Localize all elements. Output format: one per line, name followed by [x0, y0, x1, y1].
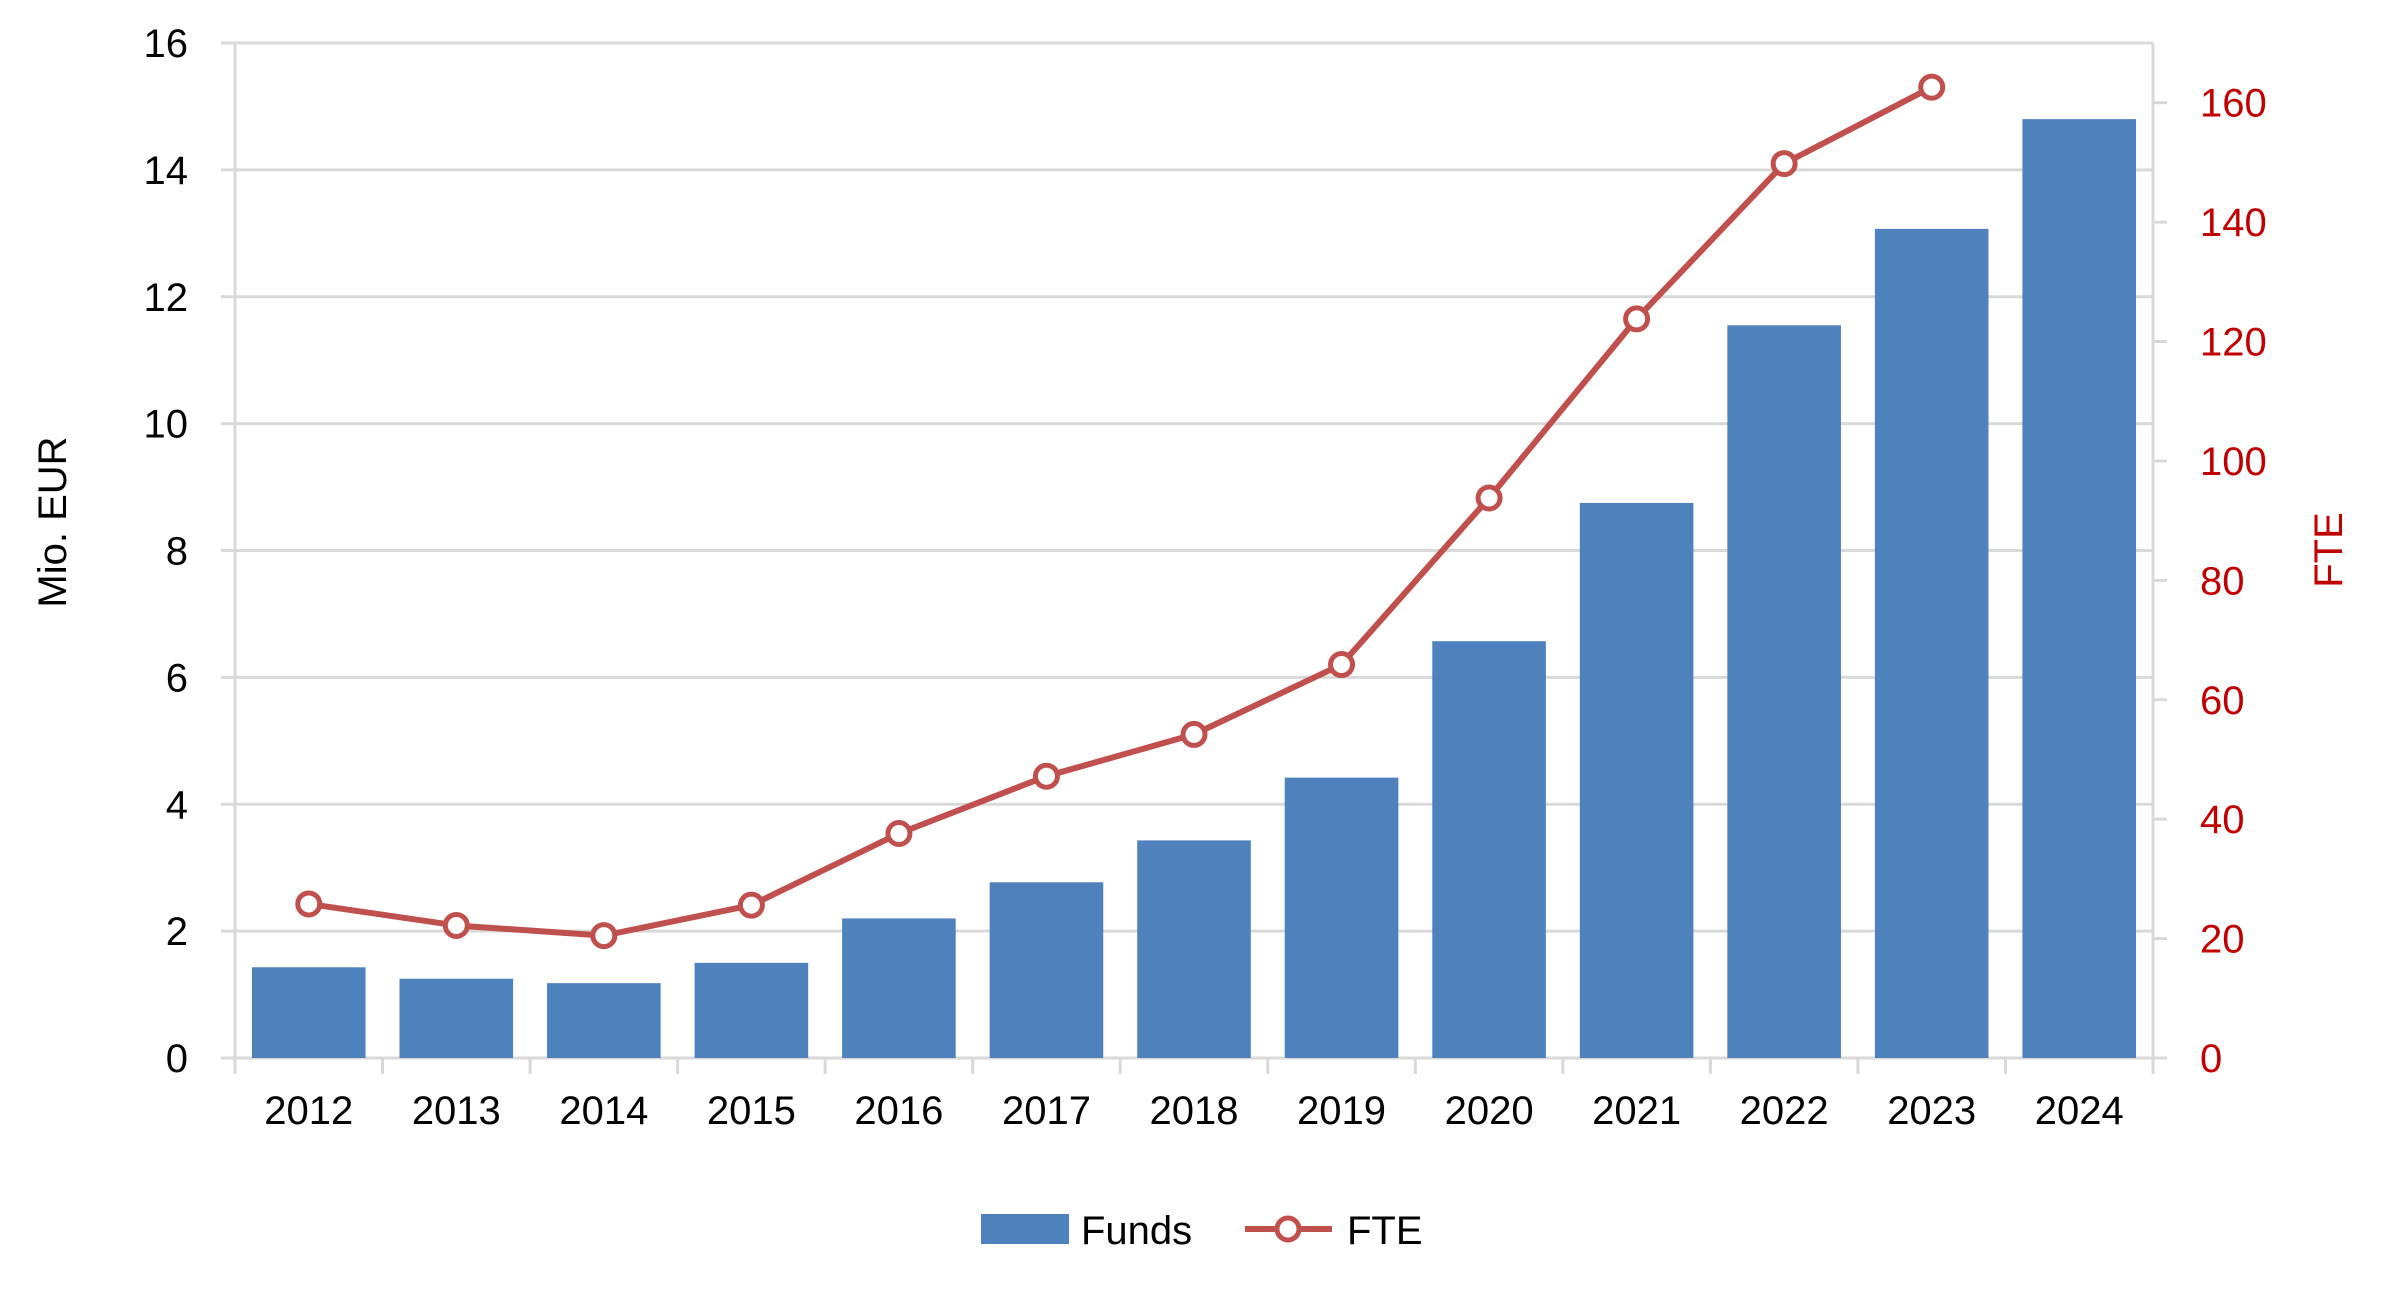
right-axis-title: FTE [2307, 512, 2351, 588]
fte-point [737, 891, 765, 919]
funds-bar [1432, 641, 1546, 1058]
left-axis-title: Mio. EUR [31, 436, 75, 607]
x-tick-label: 2023 [1887, 1089, 1976, 1133]
fte-point [1475, 484, 1503, 512]
x-tick-label: 2014 [559, 1089, 648, 1133]
right-tick-label: 80 [2200, 559, 2245, 603]
right-tick-label: 20 [2200, 918, 2245, 962]
funds-bar [399, 978, 514, 1058]
left-tick-label: 6 [166, 656, 188, 700]
legend-funds-label: Funds [1081, 1209, 1192, 1253]
fte-point [295, 890, 323, 918]
fte-point [590, 922, 618, 950]
x-tick-label: 2012 [264, 1089, 353, 1133]
funds-bar [547, 983, 661, 1058]
x-tick-label: 2022 [1740, 1089, 1829, 1133]
left-tick-label: 0 [166, 1037, 188, 1081]
funds-bar [1137, 840, 1251, 1058]
fte-point [1918, 73, 1946, 101]
right-tick-label: 40 [2200, 798, 2245, 842]
fte-point [1770, 150, 1798, 178]
right-tick-label: 60 [2200, 679, 2245, 723]
left-tick-label: 8 [166, 530, 188, 574]
funds-bar [1284, 777, 1399, 1058]
funds-bars [251, 119, 2137, 1058]
legend: Funds FTE [981, 1209, 1423, 1253]
left-tick-label: 16 [144, 22, 189, 66]
left-tick-label: 10 [144, 403, 189, 447]
fte-line-series [295, 73, 1946, 950]
right-axis-ticks: 0 20 40 60 80 100 120 140 160 [2200, 82, 2267, 1081]
x-tick-label: 2013 [412, 1089, 501, 1133]
left-tick-label: 12 [144, 276, 189, 320]
legend-funds-swatch [981, 1214, 1069, 1244]
funds-bar [842, 918, 956, 1058]
funds-bar [2022, 119, 2137, 1058]
left-tick-label: 4 [166, 783, 188, 827]
fte-point [885, 820, 913, 848]
fte-point [1032, 762, 1060, 790]
right-tick-label: 160 [2200, 82, 2267, 126]
x-tick-label: 2015 [707, 1089, 796, 1133]
x-tick-label: 2016 [854, 1089, 943, 1133]
legend-fte-marker [1274, 1215, 1302, 1243]
funds-bar [694, 962, 809, 1058]
fte-line [308, 84, 1934, 939]
left-tick-label: 2 [166, 910, 188, 954]
right-tick-label: 0 [2200, 1037, 2222, 1081]
x-tick-label: 2019 [1297, 1089, 1386, 1133]
x-axis-ticks: 2012 2013 2014 2015 2016 2017 2018 2019 2020 2021… [264, 1089, 2123, 1133]
x-tick-label: 2020 [1445, 1089, 1534, 1133]
x-tick-label: 2024 [2035, 1089, 2124, 1133]
left-tick-label: 14 [144, 149, 189, 193]
funds-bar [1727, 325, 1841, 1058]
right-tick-label: 140 [2200, 201, 2267, 245]
x-tick-label: 2018 [1150, 1089, 1239, 1133]
gridlines [235, 41, 2153, 933]
fte-point [442, 911, 470, 939]
fte-point [1623, 305, 1651, 333]
funds-bar [1874, 228, 1989, 1058]
fte-point [1180, 720, 1208, 748]
left-axis-ticks: 0 2 4 6 8 10 12 14 16 [144, 22, 189, 1081]
funds-bar [251, 967, 366, 1058]
right-tick-label: 120 [2200, 321, 2267, 365]
x-tick-label: 2017 [1002, 1089, 1091, 1133]
x-tick-label: 2021 [1592, 1089, 1681, 1133]
legend-fte-label: FTE [1347, 1209, 1423, 1253]
right-tick-label: 100 [2200, 440, 2267, 484]
funds-bar [1579, 502, 1694, 1058]
fte-point [1328, 651, 1356, 679]
funds-bar [989, 882, 1104, 1058]
